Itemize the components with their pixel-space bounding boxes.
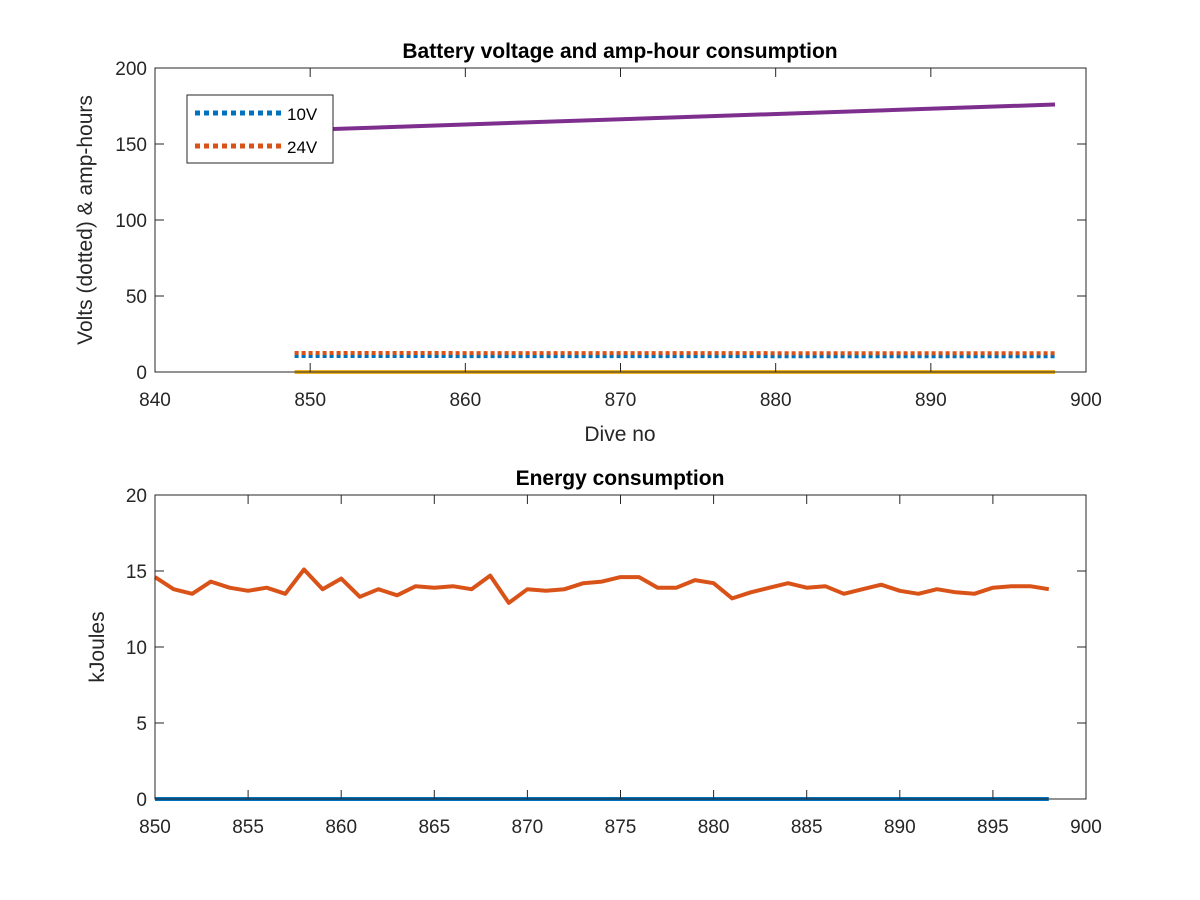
voltage-x-axis-label: Dive no: [584, 423, 655, 446]
energy-y-tick-label: 15: [126, 562, 147, 583]
voltage-y-axis-label: Volts (dotted) & amp-hours: [74, 95, 97, 345]
legend-label-10v: 10V: [287, 105, 318, 124]
voltage-x-tick-label: 870: [605, 390, 637, 411]
energy-x-tick-label: 895: [977, 817, 1009, 838]
voltage-x-tick-label: 860: [449, 390, 481, 411]
voltage-x-tick-label: 890: [915, 390, 947, 411]
voltage-y-tick-label: 100: [115, 211, 147, 232]
voltage-y-tick-label: 0: [136, 363, 147, 384]
energy-y-tick-label: 0: [136, 790, 147, 811]
voltage-ticks: 840 850 860 870 880 890 900 0 50 100 150 200: [115, 59, 1102, 411]
energy-x-tick-label: 850: [139, 817, 171, 838]
voltage-y-tick-label: 200: [115, 59, 147, 80]
energy-x-tick-label: 880: [698, 817, 730, 838]
legend-box: [186, 94, 334, 164]
energy-x-tick-label: 865: [418, 817, 450, 838]
voltage-y-tick-label: 150: [115, 135, 147, 156]
legend-label-24v: 24V: [287, 138, 318, 157]
energy-x-tick-label: 885: [791, 817, 823, 838]
energy-chart-title: Energy consumption: [516, 467, 725, 490]
energy-x-tick-label: 890: [884, 817, 916, 838]
energy-y-tick-label: 10: [126, 638, 147, 659]
energy-y-tick-label: 20: [126, 486, 147, 507]
energy-y-tick-label: 5: [136, 714, 147, 735]
voltage-legend: 10V 24V: [186, 94, 334, 164]
energy-ticks: 850 855 860 865 870 875 880 885 890 895 900 0 5 10 15 2…: [126, 486, 1102, 838]
energy-x-tick-label: 900: [1070, 817, 1102, 838]
energy-y-axis-label: kJoules: [86, 611, 109, 682]
voltage-x-tick-label: 880: [760, 390, 792, 411]
voltage-series-line-2: [294, 102, 1056, 133]
voltage-x-tick-label: 900: [1070, 390, 1102, 411]
energy-x-tick-label: 855: [232, 817, 264, 838]
voltage-x-tick-label: 850: [294, 390, 326, 411]
energy-axes: 850 855 860 865 870 875 880 885 890 895 900 0 5 10 15 2…: [86, 467, 1102, 838]
voltage-axes: 840 850 860 870 880 890 900 0 50 100 150 200 Batter…: [74, 40, 1102, 446]
voltage-chart-title: Battery voltage and amp-hour consumption: [402, 40, 837, 63]
voltage-x-tick-label: 840: [139, 390, 171, 411]
energy-series-line-1: [153, 567, 1050, 605]
energy-x-tick-label: 860: [325, 817, 357, 838]
energy-x-tick-label: 875: [605, 817, 637, 838]
energy-x-tick-label: 870: [512, 817, 544, 838]
voltage-y-tick-label: 50: [126, 287, 147, 308]
